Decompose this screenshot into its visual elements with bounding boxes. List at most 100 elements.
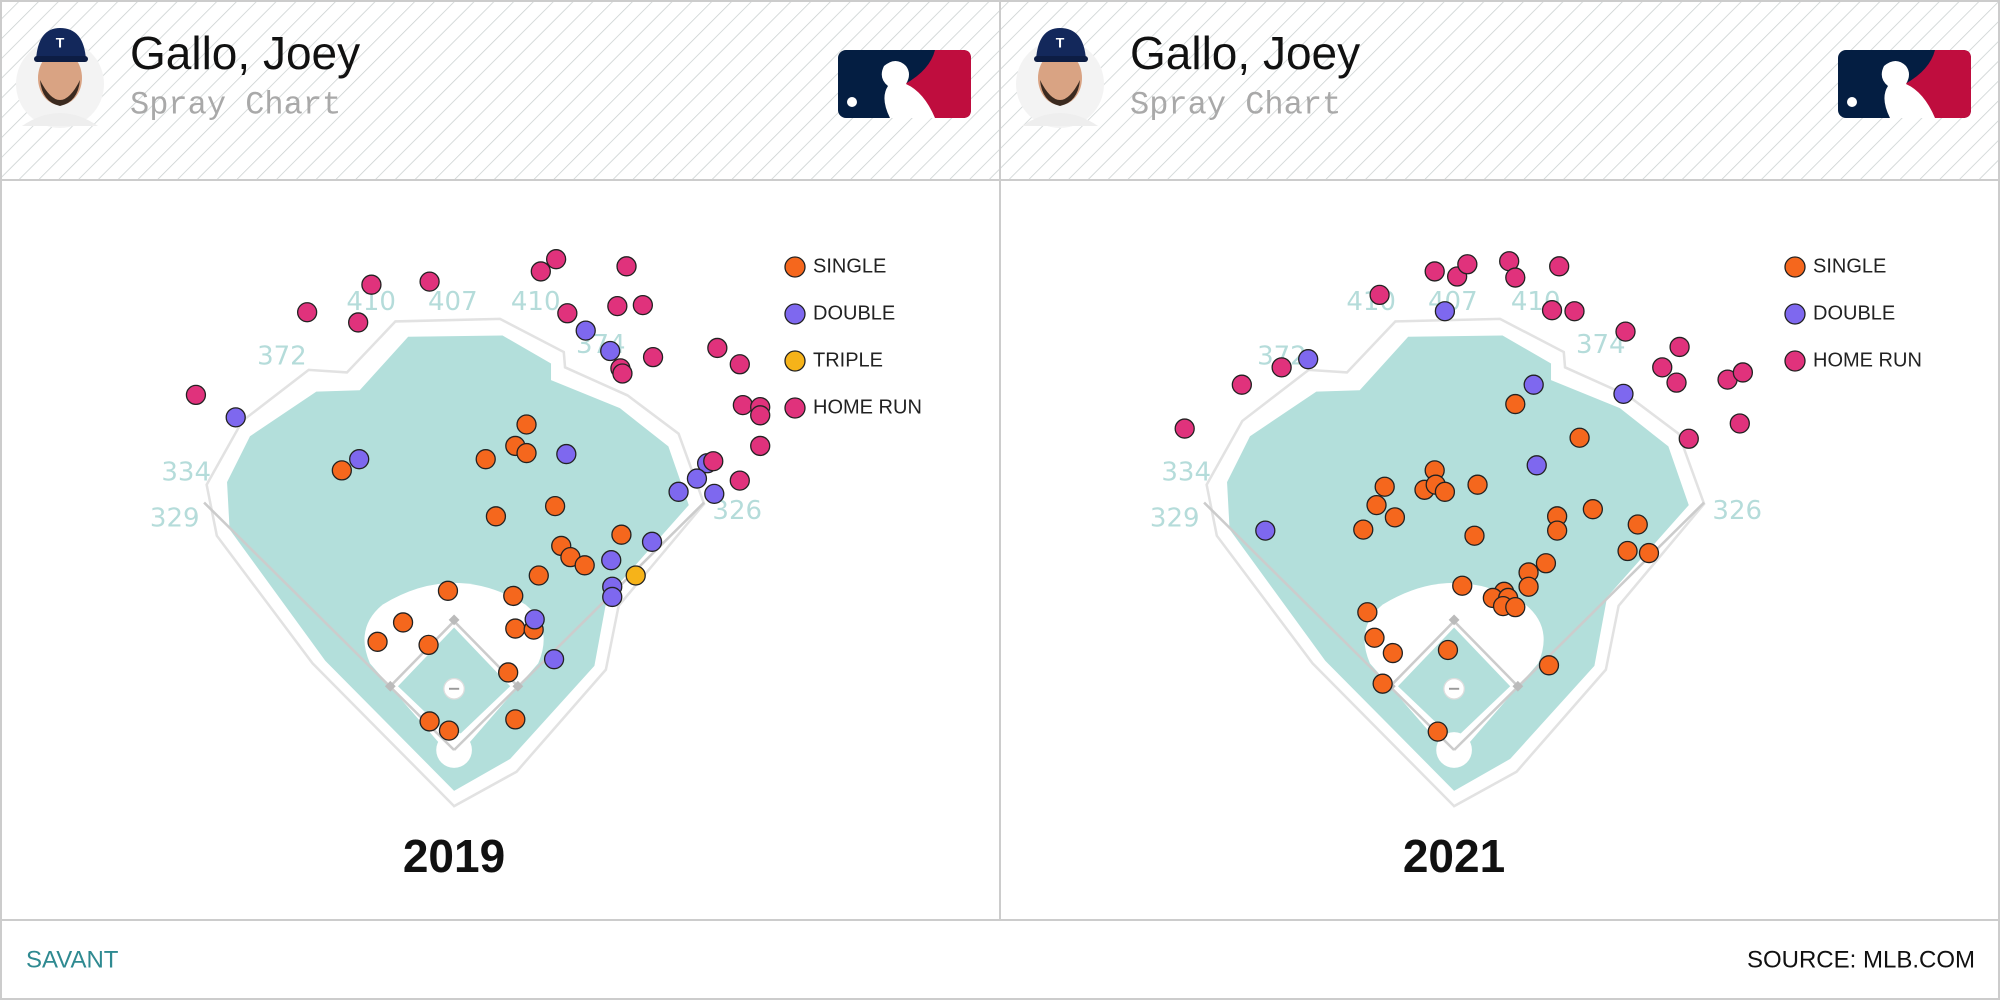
hit-point [544,495,566,517]
hit-point [1464,525,1485,546]
hit-point [1457,254,1478,275]
wall-distance: 407 [428,287,478,317]
hit-point [704,483,725,505]
legend-swatch [1784,303,1806,325]
hit-point [1538,655,1560,676]
hit-point [1467,474,1488,495]
wall-distance: 334 [1161,458,1211,488]
mlb-logo-ball [1847,97,1857,107]
hit-point [1505,596,1526,618]
hit-point [1364,627,1385,648]
hit-point [418,634,439,656]
player-cap [1036,28,1086,60]
hit-point [1382,642,1404,664]
hit-point [419,711,440,732]
foul-line [1203,501,1455,751]
footer-source: SOURCE: MLB.COM [1747,946,1975,973]
legend-swatch [784,397,806,419]
mlb-logo-ball [847,97,857,107]
base-path [1389,620,1455,688]
cap-logo: T [1056,35,1065,51]
chart-title: 2019 [403,830,505,882]
hit-point [668,481,689,502]
hit-point [625,565,646,586]
hit-point [1372,673,1393,694]
hit-point [1231,374,1252,395]
mlb-logo-batter [881,61,935,118]
hit-point [703,451,724,472]
hit-point [641,531,663,552]
hit-point [530,261,551,282]
wall-distance: 334 [161,458,211,488]
player-beard [40,80,80,106]
legend-swatch [1784,256,1806,278]
legend-label: SINGLE [1813,255,1886,277]
footer-brand[interactable]: SAVANT [26,946,119,973]
hit-point [1357,602,1378,623]
base-path [1453,620,1519,688]
legend-label: HOME RUN [1813,349,1922,371]
hit-point [185,384,207,406]
hit-point [348,312,369,333]
hit-point [1613,383,1634,405]
hit-point [437,580,459,601]
hit-point [1366,494,1387,516]
hit-point [392,612,414,633]
hit-point [1564,301,1585,322]
chart-title: 2021 [1403,830,1505,882]
hit-point [1505,393,1526,415]
hit-point [1546,520,1568,541]
legend-label: SINGLE [813,255,886,277]
hit-point [1535,553,1557,574]
hit-point [750,435,771,457]
wall-distance: 372 [257,342,307,372]
legend-swatch [1784,350,1806,372]
hit-point [1271,357,1292,378]
base [448,614,460,626]
hit-point [524,609,545,630]
hit-point [1541,300,1563,321]
hit-point [707,337,728,359]
hit-point [1729,413,1750,434]
mlb-logo-batter [1881,61,1935,118]
hit-point [1174,418,1195,439]
hit-point [686,468,708,489]
hit-point [361,274,382,295]
hit-point [438,720,460,741]
chart-subtitle: Spray Chart [1130,86,1341,123]
hit-point [1437,639,1459,661]
player-face [38,51,82,105]
hit-point [1666,372,1687,393]
hit-point [750,405,771,426]
panel-header: T Gallo, Joey Spray Chart [16,27,971,128]
hit-point [600,340,621,362]
hit-point [505,618,526,639]
hit-point [367,631,388,652]
legend-label: DOUBLE [813,302,895,324]
hit-point [1627,514,1648,535]
foul-line [203,501,455,751]
hit-point [1353,519,1374,540]
hit-point [1732,362,1754,383]
wall-distance: 326 [1712,496,1762,526]
foul-line [1453,501,1705,751]
hit-point [1369,284,1390,306]
foul-line [453,501,705,751]
hit-point [225,407,246,428]
hit-point [1255,520,1276,541]
hit-point [729,470,750,491]
hit-point [1298,349,1319,370]
hit-point [1427,721,1448,742]
player-name: Gallo, Joey [130,27,360,79]
hit-point [1549,256,1570,277]
hit-point [1518,576,1539,597]
legend-label: DOUBLE [1813,302,1895,324]
hit-point [616,256,637,277]
hit-point [732,394,754,416]
hit-point [575,320,596,341]
hit-point [611,524,632,545]
hit-point [1617,540,1638,562]
